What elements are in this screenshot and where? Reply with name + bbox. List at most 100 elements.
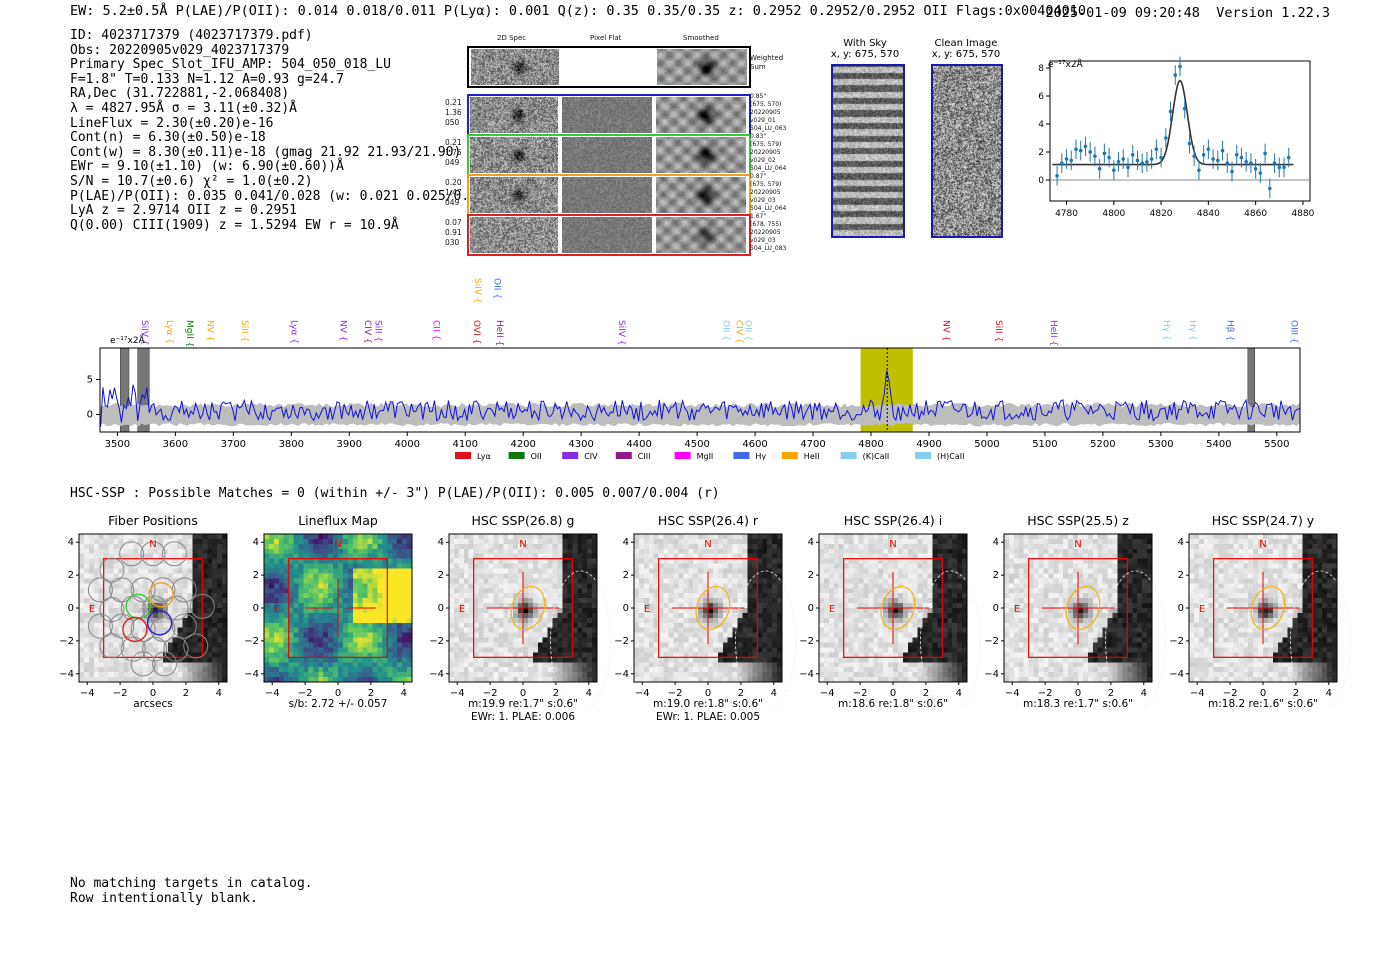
hsc-x-tick-label: −4 [265,688,280,699]
full-x-tick-label: 4900 [916,439,941,450]
full-x-tick-label: 4500 [684,439,709,450]
hsc-y-tick-label: 2 [993,570,999,581]
hsc-x-tick-label: 4 [771,688,777,699]
zoom-data-point [1121,157,1126,161]
cutout-right-label: (675, 579) [750,181,782,188]
full-x-tick-label: 4200 [510,439,535,450]
zoom-data-point [1164,136,1168,140]
hsc-y-tick-label: −2 [59,636,74,647]
info-line: EWr = 9.10(±1.10) (w: 6.90(±0.60))Å [70,159,344,175]
hsc-x-tick-label: −2 [298,688,313,699]
hsc-x-tick-label: −2 [1223,688,1238,699]
full-x-tick-label: 4400 [626,439,651,450]
full-x-tick-label: 5500 [1264,439,1289,450]
spectral-line-label: NV { [338,320,348,341]
cutout-left-label: 030 [445,238,460,247]
legend-swatch [615,452,632,459]
zoom-fit-curve [1052,79,1294,166]
hsc-panel-caption: m:19.9 re:1.7" s:0.6" [468,698,578,710]
fiber-circle [109,577,135,603]
cutout-left-label: 0.20 [445,178,462,187]
cutout-right-label: 0.83" [750,133,767,140]
with-sky-xy: x, y: 675, 570 [830,49,900,60]
zoom-x-tick-label: 4860 [1244,209,1267,219]
cutout-row [467,174,751,216]
zoom-data-point [1088,150,1092,154]
zoom-data-point [1173,73,1178,77]
spectral-line-label: NV { [941,320,951,341]
cutout-2dspec [470,97,558,133]
hsc-panel-title: HSC SSP(26.8) g [471,513,575,528]
hsc-y-tick-label: −2 [429,636,444,647]
zoom-x-tick-label: 4780 [1055,209,1078,219]
zoom-data-point [1201,153,1206,157]
zoom-x-tick-label: 4820 [1150,209,1173,219]
hsc-x-tick-label: −4 [820,688,835,699]
hsc-panel-caption: EWr: 1. PLAE: 0.006 [470,711,576,723]
hsc-x-tick-label: −2 [853,688,868,699]
zoom-data-point [1216,158,1220,163]
header-summary: EW: 5.2±0.5Å P(LAE)/P(OII): 0.014 0.018/… [70,3,1086,19]
hsc-y-tick-label: −2 [614,636,629,647]
cutout-smoothed [656,137,746,173]
zoom-data-point [1093,154,1097,158]
hsc-x-tick-label: 2 [738,688,744,699]
zoom-data-point [1178,64,1182,69]
cutout-right-label: (675, 579) [750,141,782,148]
east-label: E [1014,604,1020,615]
east-label: E [829,604,835,615]
search-box [1028,558,1128,658]
full-y-tick-label: 5 [87,375,93,386]
full-x-tick-label: 5000 [974,439,999,450]
full-x-tick-label: 4100 [452,439,477,450]
cutout-left-label: 049 [445,198,460,207]
hsc-panel-plot: N E −4 −4 −2 −2 0 0 2 2 4 4 [429,533,611,708]
search-box [1213,558,1313,658]
spectral-line-label: OII { [720,320,730,341]
cutout-pixelflat [562,217,652,253]
zoom-x-tick-label: 4840 [1197,209,1220,219]
cutout-left-label: 0.21 [445,98,462,107]
clean-image [931,64,1003,238]
hsc-y-tick-label: 4 [1178,537,1184,548]
hsc-x-tick-label: −2 [1038,688,1053,699]
info-line: λ = 4827.95Å σ = 3.11(±0.32)Å [70,100,297,116]
fiber-circle-highlight [146,610,173,636]
zoom-data-point [1064,157,1069,161]
search-box [473,558,573,658]
fiber-circle [87,577,113,603]
zoom-data-point [1263,151,1267,156]
hsc-y-tick-label: 4 [253,537,259,548]
cutout-smoothed [656,97,746,133]
full-x-tick-label: 5100 [1032,439,1057,450]
info-line: LineFlux = 2.30(±0.20)e-16 [70,115,274,131]
zoom-data-point [1268,186,1272,191]
cutout-pixelflat [562,177,652,213]
legend-swatch [915,452,931,459]
full-x-tick-label: 5200 [1090,439,1115,450]
hsc-panel-caption: s/b: 2.72 +/- 0.057 [288,698,388,710]
hsc-panel-plot: N E −4 −4 −2 −2 0 0 2 2 4 4 [59,533,228,699]
zoom-data-point [1159,155,1163,160]
cutout-right-label: v029_03 [750,197,776,204]
north-label: N [704,539,711,550]
hsc-x-tick-label: 4 [401,688,407,699]
fiber-circle-highlight [148,582,174,608]
cutout-right-label: 0.87" [750,173,767,180]
noise-band [100,402,1300,427]
cutout-left-label: 050 [445,118,460,127]
zoom-data-point [1206,147,1211,151]
cutout-smoothed [656,177,746,213]
hsc-panel-caption: m:18.6 re:1.8" s:0.6" [838,698,948,710]
hsc-panel-plot: N E −4 −4 −2 −2 0 0 2 2 4 4 [799,533,981,708]
hsc-y-tick-label: −4 [244,669,259,680]
hsc-y-tick-label: −4 [614,669,629,680]
info-line: F=1.8" T=0.133 N=1.12 A=0.93 g=24.7 [70,71,344,87]
zoom-x-tick-label: 4800 [1102,209,1125,219]
hsc-panel-title: HSC SSP(24.7) y [1211,513,1315,528]
header-timestamp-version: 2025-01-09 09:20:48 Version 1.22.3 [1046,5,1331,21]
cutout-grid: 2D Spec Pixel Flat Smoothed Weighted Sum… [440,32,800,257]
full-x-tick-label: 4600 [742,439,767,450]
clean-image-title: Clean Image [934,38,998,49]
legend-label: CIV [584,452,598,461]
